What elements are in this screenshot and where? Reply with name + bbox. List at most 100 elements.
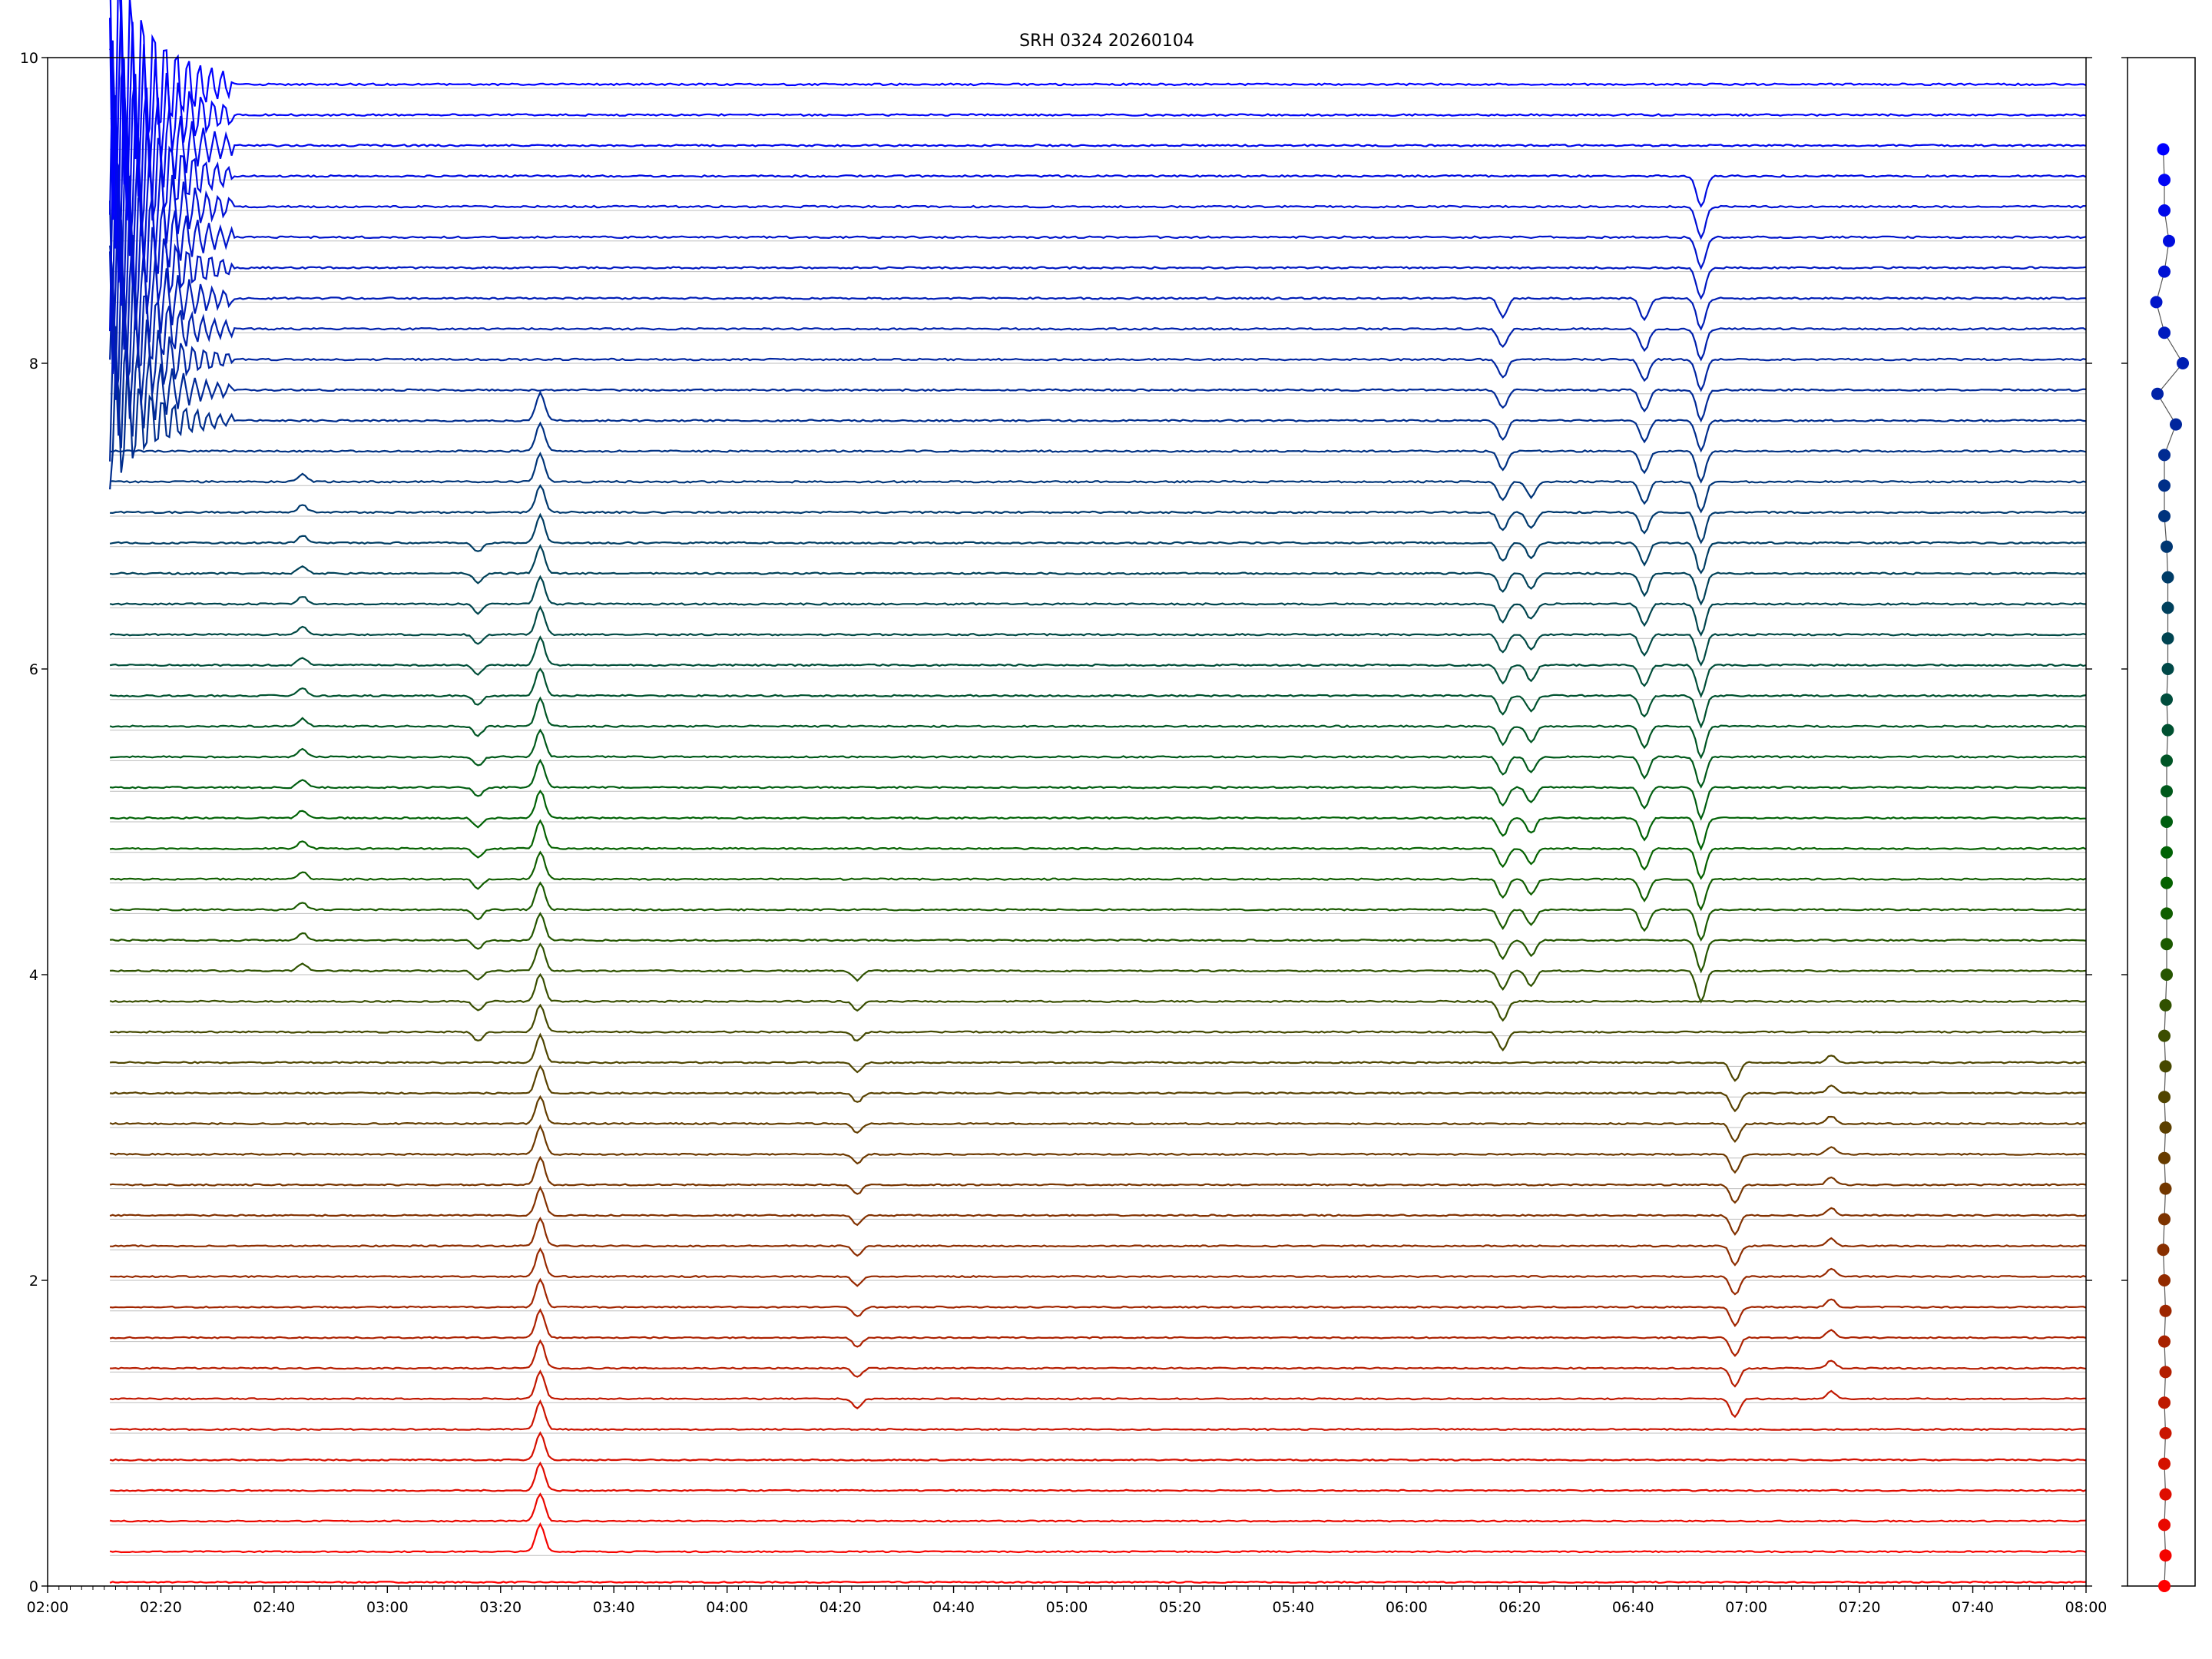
trace-line [109, 696, 2087, 760]
y-tick-label: 0 [29, 1578, 38, 1595]
trace-line [109, 52, 2087, 283]
trace-line [109, 1094, 2087, 1144]
y-tick-label: 4 [29, 967, 38, 984]
trace-line [110, 452, 2087, 514]
trace-line [109, 1185, 2087, 1236]
side-panel-point [2158, 479, 2171, 492]
trace-line [109, 421, 2087, 484]
side-panel-point [2158, 449, 2171, 462]
y-tick-label: 6 [29, 661, 38, 678]
side-panel-point [2159, 1304, 2172, 1317]
x-tick-label: 04:40 [932, 1599, 975, 1616]
trace-line [109, 0, 2087, 249]
trace-line [109, 543, 2087, 606]
side-panel-point [2163, 234, 2175, 247]
side-panel-point [2157, 143, 2170, 156]
side-panel-point [2158, 204, 2171, 217]
x-tick-label: 07:20 [1839, 1599, 1881, 1616]
side-panel-point [2161, 601, 2174, 614]
side-panel-point [2159, 998, 2172, 1012]
side-panel-point [2161, 846, 2173, 859]
x-tick-label: 02:20 [140, 1599, 182, 1616]
trace-line [109, 728, 2087, 789]
trace-line [109, 40, 2087, 242]
side-panel-point [2161, 754, 2173, 767]
side-panel-point [2158, 1396, 2171, 1409]
trace-line [110, 1065, 2087, 1113]
side-panel-point [2177, 357, 2189, 369]
x-axis: 02:00 02:20 02:40 03:00 03:20 03:40 04:00 04:20… [27, 1586, 2108, 1616]
trace-line [109, 1399, 2087, 1432]
trace-line [109, 361, 2087, 490]
trace-line [109, 158, 2087, 330]
side-panel-point [2158, 1213, 2171, 1226]
trace-line [109, 512, 2087, 575]
trace-line [109, 200, 2087, 387]
side-panel-point [2161, 724, 2174, 737]
x-tick-label: 05:00 [1046, 1599, 1088, 1616]
trace-line [110, 1217, 2087, 1267]
trace-baselines [110, 88, 2086, 1587]
side-panel-point [2161, 693, 2173, 706]
trace-line [110, 484, 2087, 545]
side-panel-point [2161, 876, 2173, 889]
trace-line [109, 1369, 2087, 1419]
y-tick-label: 10 [20, 50, 38, 67]
side-panel-point [2161, 540, 2173, 553]
trace-line [109, 1522, 2087, 1554]
side-panel-point [2158, 1029, 2171, 1042]
trace-line [110, 1339, 2087, 1388]
side-panel-point [2161, 785, 2173, 798]
trace-line [109, 819, 2087, 880]
x-tick-label: 03:00 [366, 1599, 409, 1616]
side-panel-point [2158, 1274, 2171, 1286]
side-panel-point [2170, 418, 2182, 431]
side-panel-point [2157, 1243, 2170, 1257]
side-panel-point [2159, 1549, 2172, 1562]
side-panel-point [2159, 1182, 2172, 1195]
x-tick-label: 02:00 [27, 1599, 69, 1616]
trace-line [109, 273, 2087, 436]
side-panel-point [2161, 632, 2174, 645]
trace-line [109, 1277, 2087, 1327]
trace-line [110, 942, 2087, 1004]
side-panel [2127, 57, 2196, 1592]
side-panel-point [2158, 326, 2171, 339]
x-tick-label: 06:40 [1612, 1599, 1654, 1616]
trace-line [109, 245, 2087, 400]
trace-line [109, 758, 2087, 821]
x-tick-label: 08:00 [2065, 1599, 2108, 1616]
x-tick-label: 07:40 [1952, 1599, 1994, 1616]
trace-line [109, 94, 2087, 332]
side-panel-point [2151, 387, 2164, 400]
trace-lines [109, 0, 2087, 1584]
x-tick-label: 04:20 [820, 1599, 862, 1616]
x-tick-label: 04:00 [706, 1599, 748, 1616]
side-panel-point [2159, 1427, 2172, 1439]
trace-line [109, 175, 2087, 375]
side-panel-point [2159, 1488, 2172, 1501]
trace-line [109, 1155, 2087, 1204]
trace-line [109, 667, 2087, 729]
side-panel-point [2161, 969, 2173, 981]
side-panel-point [2158, 1580, 2171, 1592]
side-panel-point [2161, 907, 2173, 920]
x-tick-label: 03:40 [593, 1599, 635, 1616]
x-tick-label: 03:20 [479, 1599, 522, 1616]
trace-line [109, 1032, 2087, 1082]
side-panel-point [2158, 1335, 2171, 1348]
trace-line [109, 635, 2087, 698]
side-panel-point [2161, 571, 2174, 584]
side-panel-point [2158, 1457, 2171, 1470]
y-axis: 0 2 4 6 8 10 [20, 50, 2128, 1595]
side-panel-point [2161, 663, 2174, 675]
trace-line [109, 1308, 2087, 1357]
x-tick-label: 07:00 [1725, 1599, 1767, 1616]
side-panel-point [2161, 938, 2173, 951]
y-tick-label: 8 [29, 356, 38, 373]
trace-line [109, 1581, 2087, 1584]
side-panel-point [2159, 1366, 2172, 1379]
trace-line [110, 789, 2086, 851]
x-tick-label: 05:20 [1159, 1599, 1201, 1616]
trace-line [110, 1247, 2087, 1296]
